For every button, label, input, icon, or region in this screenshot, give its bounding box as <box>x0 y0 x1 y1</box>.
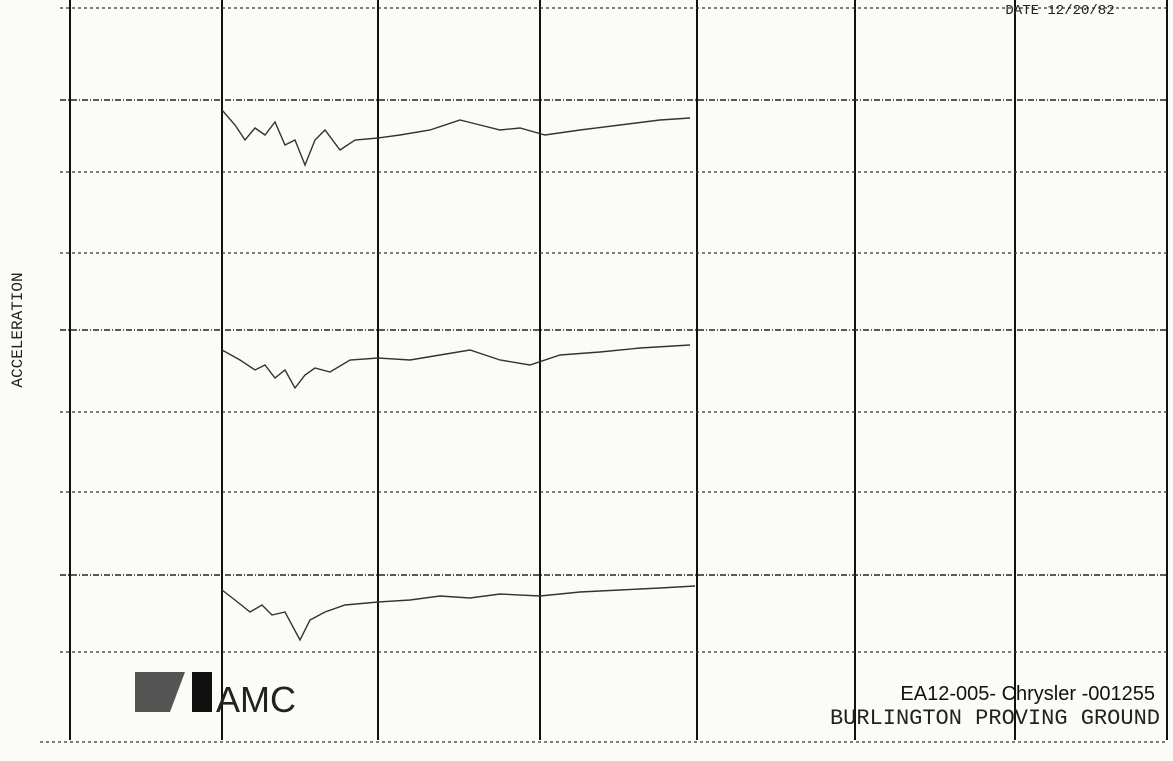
waveforms <box>221 109 696 642</box>
waveform <box>221 585 696 642</box>
location: BURLINGTON PROVING GROUND <box>830 706 1160 731</box>
waveform <box>221 344 691 390</box>
grid <box>40 0 1168 743</box>
y-axis-label: ACCELERATION <box>9 272 27 387</box>
logo-shape <box>135 672 185 712</box>
logo-block <box>192 672 212 712</box>
date-line: DATE 12/20/82 <box>1005 3 1114 19</box>
document-id: EA12-005- Chrysler -001255 <box>900 683 1155 705</box>
waveform <box>221 109 691 167</box>
logo-text: AMC <box>216 679 296 720</box>
logo: AMC <box>135 672 296 720</box>
